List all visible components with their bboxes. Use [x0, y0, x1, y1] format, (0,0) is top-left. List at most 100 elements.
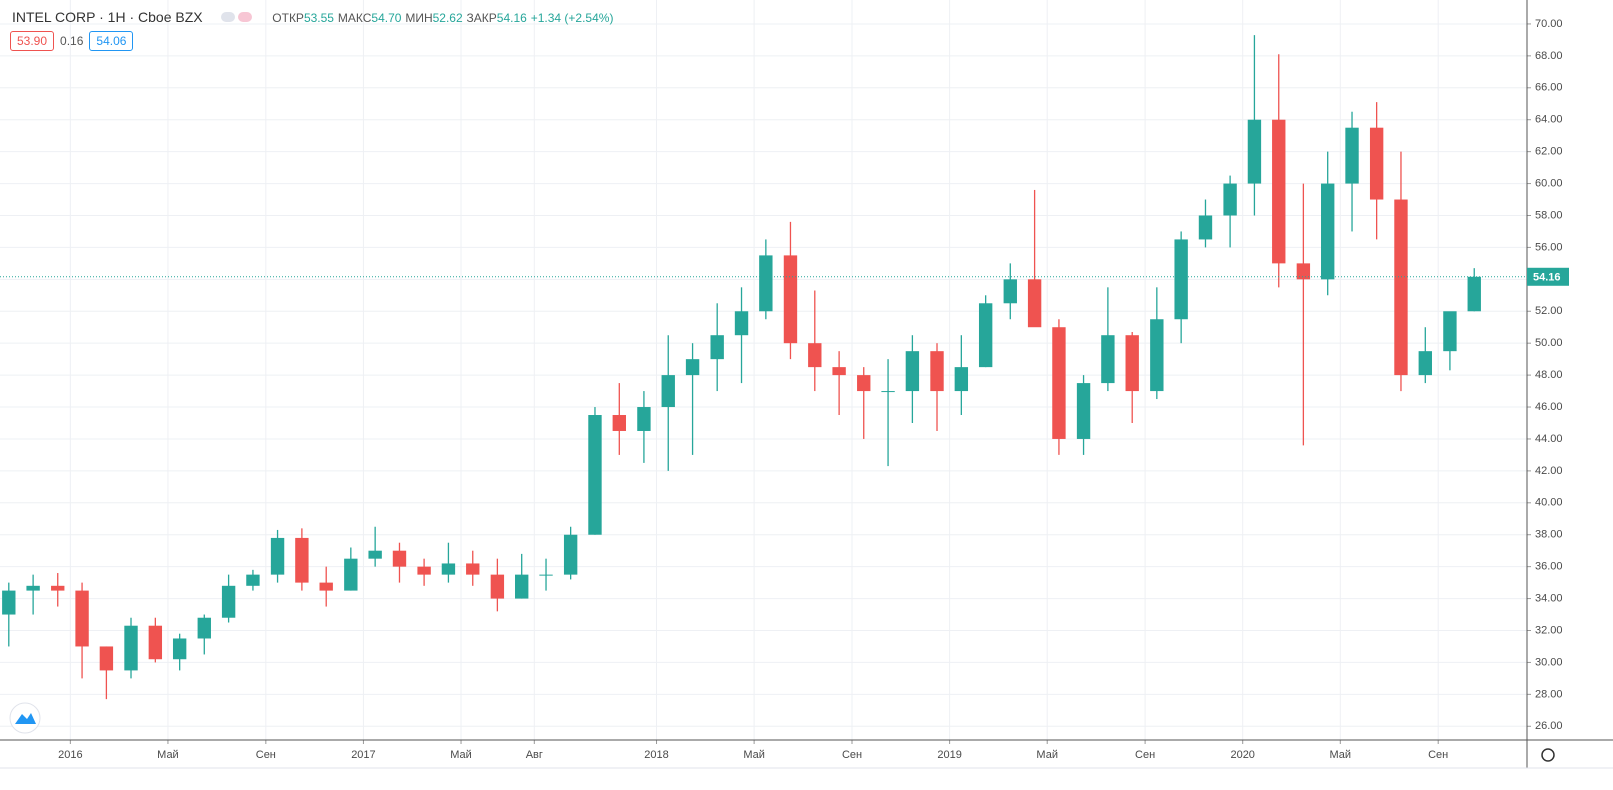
candle-body — [1467, 276, 1481, 312]
candle-body — [612, 415, 626, 431]
logo-icon — [15, 713, 36, 724]
candle-body — [637, 407, 651, 431]
x-tick-label: 2020 — [1230, 749, 1254, 761]
candle-body — [734, 311, 749, 336]
candle-body — [783, 255, 798, 344]
candle-body — [759, 255, 773, 312]
candle-body — [466, 563, 480, 575]
candle-body — [1003, 279, 1017, 304]
candle-body — [539, 574, 553, 576]
y-tick-label: 56.00 — [1535, 241, 1563, 253]
ask[interactable]: 54.06 — [89, 31, 134, 51]
y-tick-label: 52.00 — [1535, 305, 1563, 317]
candle-body — [221, 585, 236, 618]
candle-body — [1198, 215, 1213, 240]
candle-body — [930, 351, 944, 392]
candle-body — [857, 375, 871, 392]
candle-body — [490, 574, 505, 599]
candle-body — [563, 534, 578, 575]
x-tick-label: Сен — [256, 749, 276, 761]
candle-body — [75, 590, 89, 647]
label: МИН — [405, 11, 433, 25]
candle-body — [148, 625, 163, 660]
candle-body — [417, 566, 431, 575]
candle-body — [1394, 199, 1408, 376]
candle-body — [1321, 183, 1335, 280]
candle-body — [368, 550, 382, 559]
y-tick-label: 68.00 — [1535, 50, 1563, 62]
candle-body — [515, 574, 529, 599]
label: ОТКР — [272, 11, 304, 25]
candle-body — [1223, 183, 1237, 216]
candle-body — [1418, 351, 1432, 376]
candle-body — [1247, 119, 1262, 184]
candle-body — [832, 367, 846, 376]
bid[interactable]: 53.90 — [10, 31, 55, 51]
y-tick-label: 60.00 — [1535, 177, 1563, 189]
candle-body — [2, 590, 16, 615]
candle-body — [99, 646, 114, 671]
y-tick-label: 28.00 — [1535, 688, 1563, 700]
candle-body — [1052, 327, 1066, 439]
label: ЗАКР — [466, 11, 497, 25]
candle-body — [1345, 127, 1359, 184]
value: 54.70 — [371, 11, 402, 25]
candle-body — [1443, 311, 1457, 352]
y-tick-label: 62.00 — [1535, 146, 1563, 158]
toggle[interactable] — [220, 12, 235, 22]
candle-body — [685, 359, 700, 376]
toggle[interactable] — [238, 12, 253, 22]
candle-body — [172, 638, 187, 660]
candle-body — [808, 343, 822, 368]
y-tick-label: 58.00 — [1535, 209, 1563, 221]
candle-body — [1369, 127, 1384, 200]
candle-body — [710, 335, 724, 360]
y-tick-label: 32.00 — [1535, 624, 1563, 636]
value: 52.62 — [432, 11, 463, 25]
y-tick-label: 44.00 — [1535, 433, 1563, 445]
y-tick-label: 50.00 — [1535, 337, 1563, 349]
y-tick-label: 34.00 — [1535, 592, 1563, 604]
symbol: INTEL CORP · 1H · Cboe BZX — [12, 9, 203, 25]
candle-body — [1272, 119, 1286, 264]
settings-icon — [1541, 748, 1555, 762]
x-tick-label: Май — [743, 749, 765, 761]
y-tick-label: 30.00 — [1535, 656, 1563, 668]
candle-body — [905, 351, 920, 392]
y-tick-label: 26.00 — [1535, 720, 1563, 732]
y-tick-label: 42.00 — [1535, 465, 1563, 477]
change: +1.34 (+2.54%) — [530, 11, 614, 25]
candle-body — [1027, 279, 1042, 328]
candle-body — [124, 625, 138, 671]
candle-body — [197, 617, 211, 639]
spread: 0.16 — [60, 34, 84, 48]
candle-body — [978, 303, 993, 368]
value: 54.16 — [496, 11, 527, 25]
candle-body — [1174, 239, 1188, 320]
y-tick-label: 64.00 — [1535, 114, 1563, 126]
x-tick-label: 2019 — [937, 749, 961, 761]
candle-body — [441, 563, 456, 575]
x-tick-label: 2016 — [58, 749, 82, 761]
candle-body — [51, 585, 65, 591]
x-tick-label: Сен — [1428, 749, 1448, 761]
x-tick-label: Сен — [842, 749, 862, 761]
candle-body — [1125, 335, 1139, 392]
price-tag-label: 54.16 — [1533, 272, 1561, 284]
x-tick-label: Май — [157, 749, 179, 761]
x-tick-label: Май — [1036, 749, 1058, 761]
x-tick-label: Сен — [1135, 749, 1155, 761]
y-tick-label: 48.00 — [1535, 369, 1563, 381]
candle-body — [295, 537, 309, 583]
candle-body — [319, 582, 333, 591]
y-tick-label: 70.00 — [1535, 18, 1563, 30]
header: INTEL CORP · 1H · Cboe BZX ОТКР53.55 МАК… — [10, 9, 614, 51]
candle-body — [392, 550, 407, 567]
y-tick-label: 38.00 — [1535, 529, 1563, 541]
x-tick-label: 2017 — [351, 749, 375, 761]
candle-body — [270, 537, 285, 575]
y-tick-label: 36.00 — [1535, 561, 1563, 573]
candle-body — [1150, 319, 1164, 392]
y-tick-label: 66.00 — [1535, 82, 1563, 94]
